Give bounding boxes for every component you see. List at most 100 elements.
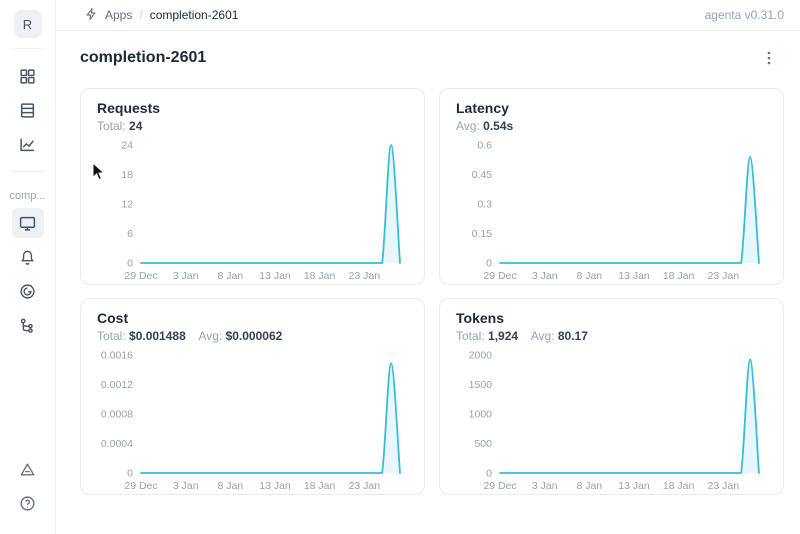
svg-text:2000: 2000 [469, 350, 493, 362]
svg-text:0: 0 [486, 258, 492, 270]
stat-value: $0.000062 [225, 329, 283, 343]
svg-text:18 Jan: 18 Jan [304, 480, 336, 492]
sidebar-item-evaluations[interactable] [12, 129, 44, 159]
svg-text:0: 0 [127, 258, 133, 270]
stat-label: Total: [97, 329, 126, 343]
svg-text:18: 18 [121, 169, 133, 181]
svg-text:0.3: 0.3 [477, 199, 492, 211]
svg-text:0.0004: 0.0004 [101, 438, 133, 450]
sidebar-item-alerts[interactable] [12, 454, 44, 484]
svg-text:29 Dec: 29 Dec [124, 480, 157, 492]
bell-icon [19, 249, 36, 266]
svg-text:0.45: 0.45 [472, 169, 493, 181]
lightning-icon [84, 7, 98, 24]
breadcrumb-separator: / [139, 8, 143, 22]
stat-value: $0.001488 [129, 329, 186, 343]
analytics-icon [19, 136, 36, 153]
stat-value: 0.54s [483, 119, 514, 133]
gauge-icon [19, 283, 36, 300]
svg-text:0.6: 0.6 [477, 140, 492, 152]
sidebar-item-help[interactable] [12, 488, 44, 518]
svg-text:12: 12 [121, 199, 133, 211]
card-title: Cost [97, 310, 129, 326]
card-stats: Total: $0.001488 Avg: $0.000062 [97, 329, 408, 343]
latency-card: Latency Avg: 0.54s 0 0.15 0.3 0.45 0.6 29 Dec… [439, 88, 784, 285]
svg-text:8 Jan: 8 Jan [217, 480, 243, 492]
sidebar-item-testsets[interactable] [12, 95, 44, 125]
svg-text:3 Jan: 3 Jan [532, 270, 558, 282]
sidebar-item-deployments[interactable] [12, 242, 44, 272]
sidebar-footer [12, 452, 44, 520]
svg-text:3 Jan: 3 Jan [532, 480, 558, 492]
svg-text:18 Jan: 18 Jan [304, 270, 336, 282]
svg-text:29 Dec: 29 Dec [483, 480, 516, 492]
stat-label: Total: [97, 119, 126, 133]
svg-text:23 Jan: 23 Jan [708, 480, 740, 492]
svg-text:3 Jan: 3 Jan [173, 480, 199, 492]
svg-text:8 Jan: 8 Jan [576, 270, 602, 282]
svg-text:0.0016: 0.0016 [101, 350, 133, 362]
svg-text:0.15: 0.15 [472, 228, 493, 240]
svg-text:0.0012: 0.0012 [101, 379, 133, 391]
version-label: agenta v0.31.0 [704, 8, 784, 22]
metrics-grid: Requests Total: 24 0 6 12 18 24 29 Dec 3 Jan 8 … [56, 68, 800, 495]
divider [12, 48, 43, 49]
svg-text:8 Jan: 8 Jan [576, 480, 602, 492]
sidebar-item-traces[interactable] [12, 310, 44, 340]
svg-text:1000: 1000 [469, 409, 493, 421]
latency-chart[interactable]: 0 0.15 0.3 0.45 0.6 29 Dec 3 Jan 8 Jan 13 Jan 18 … [456, 137, 767, 284]
tokens-card: Tokens Total: 1,924 Avg: 80.17 0 500 1000 1… [439, 298, 784, 495]
requests-chart-svg: 0 6 12 18 24 29 Dec 3 Jan 8 Jan 13 Jan 18 Jan 23 J… [121, 140, 401, 282]
latency-chart-svg: 0 0.15 0.3 0.45 0.6 29 Dec 3 Jan 8 Jan 13 Jan 18 … [472, 140, 760, 282]
svg-text:13 Jan: 13 Jan [259, 270, 291, 282]
kebab-menu-button[interactable] [756, 48, 782, 68]
cost-chart[interactable]: 0 0.0004 0.0008 0.0012 0.0016 29 Dec 3 Jan 8 Ja… [97, 347, 408, 494]
page-title: completion-2601 [80, 49, 207, 66]
table-icon [19, 102, 36, 119]
card-title: Tokens [456, 310, 504, 326]
stat-label: Avg: [456, 119, 480, 133]
requests-chart[interactable]: 0 6 12 18 24 29 Dec 3 Jan 8 Jan 13 Jan 18 Jan 23 J… [97, 137, 408, 284]
svg-text:3 Jan: 3 Jan [173, 270, 199, 282]
svg-text:8 Jan: 8 Jan [217, 270, 243, 282]
svg-text:23 Jan: 23 Jan [349, 270, 381, 282]
trace-tree-icon [19, 317, 36, 334]
card-title: Requests [97, 100, 161, 116]
project-section-label: comp... [9, 190, 46, 202]
svg-text:29 Dec: 29 Dec [483, 270, 516, 282]
alert-triangle-icon [19, 461, 36, 478]
svg-text:23 Jan: 23 Jan [349, 480, 381, 492]
requests-card: Requests Total: 24 0 6 12 18 24 29 Dec 3 Jan 8 … [80, 88, 425, 285]
breadcrumb-current-page: completion-2601 [149, 8, 239, 22]
card-title: Latency [456, 100, 509, 116]
breadcrumb-apps-link[interactable]: Apps [105, 8, 133, 22]
svg-text:0: 0 [127, 468, 133, 480]
sidebar-item-playground[interactable] [11, 208, 44, 238]
help-icon [19, 495, 36, 512]
svg-text:0: 0 [486, 468, 492, 480]
svg-text:29 Dec: 29 Dec [124, 270, 157, 282]
topbar: Apps / completion-2601 agenta v0.31.0 [56, 0, 800, 31]
divider [12, 171, 43, 172]
svg-text:18 Jan: 18 Jan [663, 270, 695, 282]
sidebar: R comp... [0, 0, 56, 534]
svg-text:24: 24 [121, 140, 133, 152]
apps-grid-icon [19, 68, 36, 85]
sidebar-item-observability[interactable] [12, 276, 44, 306]
svg-text:6: 6 [127, 228, 133, 240]
tokens-chart[interactable]: 0 500 1000 1500 2000 29 Dec 3 Jan 8 Jan 13 Jan 18… [456, 347, 767, 494]
svg-text:18 Jan: 18 Jan [663, 480, 695, 492]
svg-text:13 Jan: 13 Jan [259, 480, 291, 492]
stat-label: Avg: [198, 329, 223, 343]
svg-text:500: 500 [474, 438, 492, 450]
card-stats: Total: 1,924 Avg: 80.17 [456, 329, 767, 343]
sidebar-item-apps[interactable] [12, 61, 44, 91]
card-stats: Total: 24 [97, 119, 408, 133]
monitor-icon [19, 215, 36, 232]
main-area: Apps / completion-2601 agenta v0.31.0 co… [56, 0, 800, 534]
workspace-avatar[interactable]: R [13, 10, 42, 38]
cost-card: Cost Total: $0.001488 Avg: $0.000062 0 0.… [80, 298, 425, 495]
title-row: completion-2601 [56, 31, 800, 68]
svg-text:0.0008: 0.0008 [101, 409, 133, 421]
stat-label: Total: [456, 329, 485, 343]
